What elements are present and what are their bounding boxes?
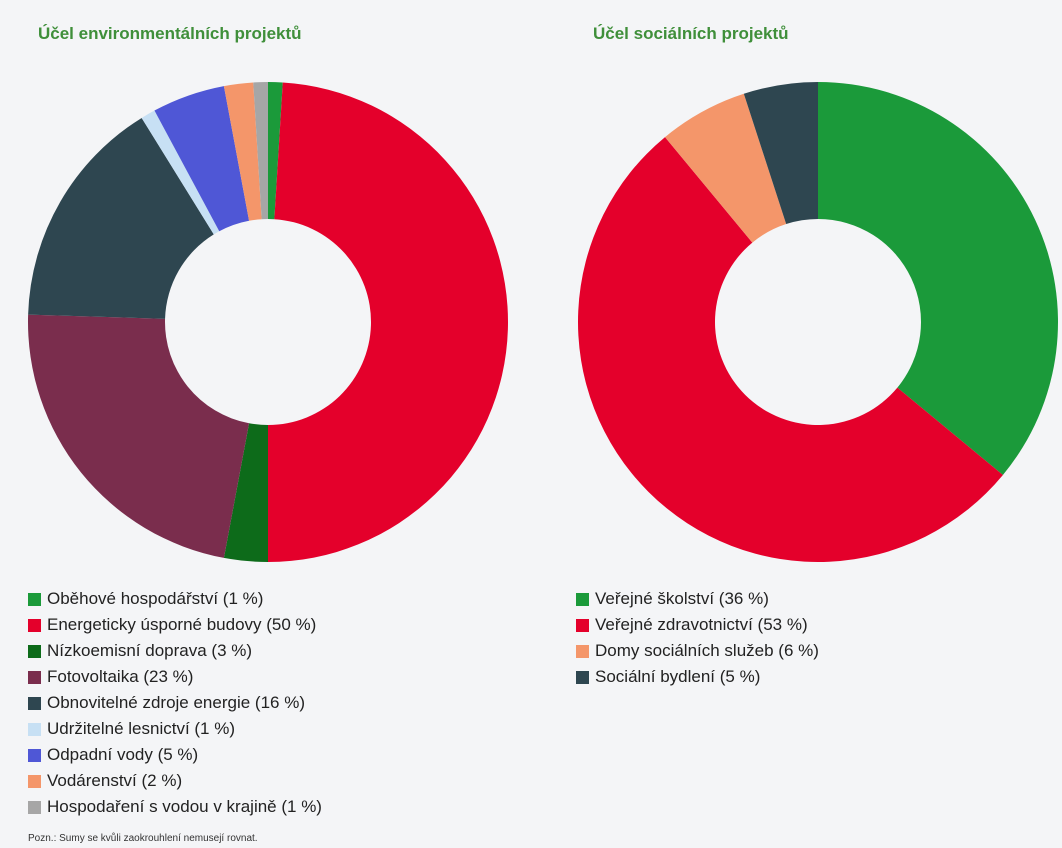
legend-item-env-hospodareni-s-vodou-v-krajine: Hospodaření s vodou v krajině (1 %): [28, 794, 322, 820]
legend-swatch: [576, 592, 589, 606]
legend-label: Veřejné zdravotnictví (53 %): [595, 615, 808, 634]
donut-social: [578, 82, 1058, 562]
legend-label: Nízkoemisní doprava (3 %): [47, 641, 253, 660]
legend-item-env-fotovoltaika: Fotovoltaika (23 %): [28, 664, 322, 690]
legend-swatch: [28, 618, 41, 632]
legend-swatch: [576, 644, 589, 658]
legend-item-env-odpadni-vody: Odpadní vody (5 %): [28, 742, 322, 768]
legend-swatch: [28, 800, 41, 814]
slice-env-vodarenstvi: [223, 82, 262, 221]
legend-item-soc-verejne-zdravotnictvi: Veřejné zdravotnictví (53 %): [576, 612, 819, 638]
legend-label: Domy sociálních služeb (6 %): [595, 641, 819, 660]
legend-item-soc-domy-socialnich-sluzeb: Domy sociálních služeb (6 %): [576, 638, 819, 664]
legend-label: Fotovoltaika (23 %): [47, 667, 194, 686]
chart-title-environmental: Účel environmentálních projektů: [38, 24, 302, 43]
footnote: Pozn.: Sumy se kvůli zaokrouhlení nemuse…: [28, 833, 258, 844]
legend-item-env-obnovitelne-zdroje-energie: Obnovitelné zdroje energie (16 %): [28, 690, 322, 716]
legend-item-env-energeticky-usporne-budovy: Energeticky úsporné budovy (50 %): [28, 612, 322, 638]
slice-env-fotovoltaika: [28, 314, 250, 558]
legend-label: Veřejné školství (36 %): [595, 589, 769, 608]
legend-label: Hospodaření s vodou v krajině (1 %): [47, 797, 322, 816]
legend-swatch: [28, 722, 41, 736]
donut-environmental: [28, 82, 508, 562]
legend-item-env-vodarenstvi: Vodárenství (2 %): [28, 768, 322, 794]
legend-swatch: [28, 644, 41, 658]
legend-swatch: [576, 618, 589, 632]
legend-item-soc-verejne-skolstvi: Veřejné školství (36 %): [576, 586, 819, 612]
slice-env-energeticky-usporne-budovy: [268, 82, 508, 562]
legend-label: Sociální bydlení (5 %): [595, 667, 761, 686]
slice-soc-verejne-zdravotnictvi: [578, 137, 1003, 562]
legend-label: Oběhové hospodářství (1 %): [47, 589, 264, 608]
legend-social: Veřejné školství (36 %) Veřejné zdravotni…: [576, 586, 819, 690]
legend-label: Energeticky úsporné budovy (50 %): [47, 615, 317, 634]
legend-swatch: [28, 670, 41, 684]
slice-soc-domy-socialnich-sluzeb: [665, 93, 787, 243]
slice-env-odpadni-vody: [154, 86, 250, 232]
slice-soc-socialni-bydleni: [743, 82, 818, 225]
legend-swatch: [28, 592, 41, 606]
legend-swatch: [576, 670, 589, 684]
slice-env-obehove-hospodarstvi: [268, 82, 283, 220]
legend-label: Vodárenství (2 %): [47, 771, 183, 790]
legend-swatch: [28, 696, 41, 710]
slice-env-obnovitelne-zdroje-energie: [28, 117, 214, 319]
legend-swatch: [28, 774, 41, 788]
legend-item-env-udrzitelne-lesnictvi: Udržitelné lesnictví (1 %): [28, 716, 322, 742]
legend-environmental: Oběhové hospodářství (1 %) Energeticky ús…: [28, 586, 322, 820]
legend-label: Udržitelné lesnictví (1 %): [47, 719, 236, 738]
legend-item-soc-socialni-bydleni: Sociální bydlení (5 %): [576, 664, 819, 690]
legend-label: Odpadní vody (5 %): [47, 745, 199, 764]
slice-soc-verejne-skolstvi: [818, 82, 1058, 475]
chart-title-social: Účel sociálních projektů: [593, 24, 789, 43]
legend-label: Obnovitelné zdroje energie (16 %): [47, 693, 305, 712]
legend-swatch: [28, 748, 41, 762]
legend-item-env-nizkoemisni-doprava: Nízkoemisní doprava (3 %): [28, 638, 322, 664]
slice-env-udrzitelne-lesnictvi: [141, 110, 220, 235]
slice-env-nizkoemisni-doprava: [223, 423, 268, 562]
legend-item-env-obehove-hospodarstvi: Oběhové hospodářství (1 %): [28, 586, 322, 612]
slice-env-hospodareni-s-vodou-v-krajine: [253, 82, 268, 220]
